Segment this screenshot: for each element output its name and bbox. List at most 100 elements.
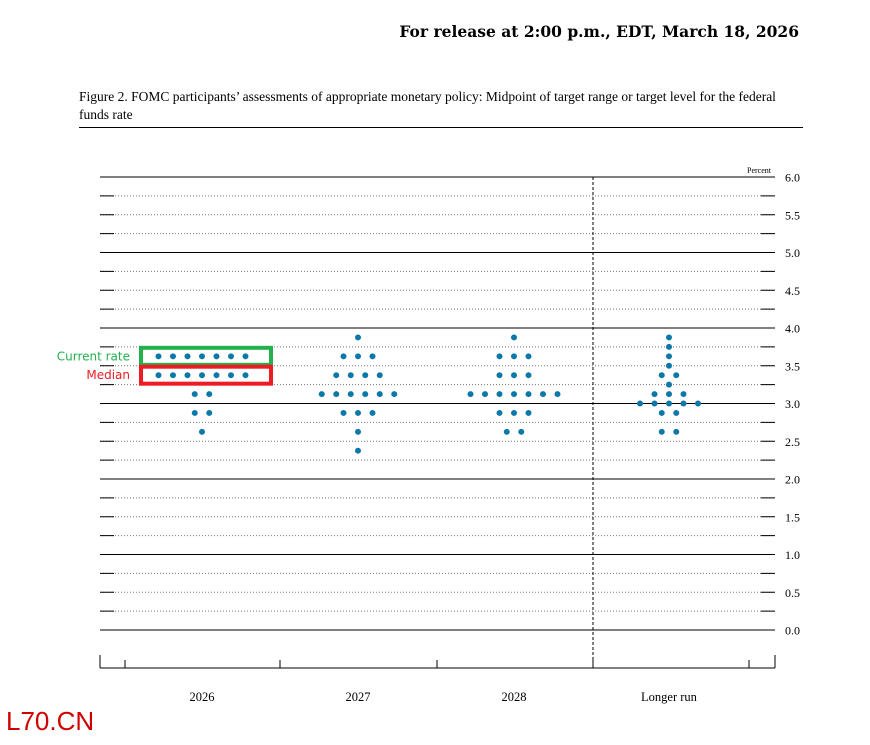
dot-2027 <box>355 334 361 341</box>
y-tick-label: 1.5 <box>785 510 800 524</box>
y-tick-label: 2.0 <box>785 473 800 487</box>
y-tick-label: 2.5 <box>785 435 800 449</box>
dot-2027 <box>391 391 398 398</box>
dot-2028 <box>540 391 546 398</box>
x-tick-label-2028: 2028 <box>502 690 527 704</box>
dot-2028 <box>525 353 532 360</box>
dot-2028 <box>511 391 517 398</box>
dot-longer-run <box>651 400 658 407</box>
dot-2028 <box>511 353 517 360</box>
dot-2028 <box>525 409 532 416</box>
x-tick-label-longer-run: Longer run <box>641 690 698 704</box>
dot-2028 <box>525 391 532 398</box>
release-date: For release at 2:00 p.m., EDT, March 18,… <box>399 22 799 41</box>
dot-2026 <box>199 353 205 360</box>
dot-2026 <box>242 372 249 379</box>
x-tick-label-2027: 2027 <box>346 690 371 704</box>
dot-2026 <box>191 409 198 416</box>
x-tick-label-2026: 2026 <box>190 690 215 704</box>
y-tick-label: 4.5 <box>785 284 800 298</box>
dot-2027 <box>369 409 376 416</box>
dot-2026 <box>155 353 162 360</box>
dot-2027 <box>340 353 347 360</box>
y-tick-label: 3.0 <box>785 397 800 411</box>
dot-2026 <box>155 372 162 379</box>
y-tick-label: 4.0 <box>785 322 800 336</box>
dot-2027 <box>376 372 383 379</box>
dot-2026 <box>191 391 198 398</box>
dot-2027 <box>355 353 361 360</box>
dot-2027 <box>347 372 354 379</box>
dot-2028 <box>518 428 525 435</box>
y-tick-label: 0.0 <box>785 624 800 638</box>
dot-longer-run <box>651 391 658 398</box>
dot-2027 <box>333 372 340 379</box>
dot-2026 <box>213 372 220 379</box>
dot-2028 <box>496 353 503 360</box>
dot-longer-run <box>666 353 672 360</box>
y-tick-label: 5.0 <box>785 246 800 260</box>
y-tick-label: 0.5 <box>785 586 800 600</box>
dot-2026 <box>242 353 249 360</box>
dot-longer-run <box>666 391 672 398</box>
dot-2026 <box>206 391 213 398</box>
dot-2028 <box>525 372 532 379</box>
dot-longer-run <box>666 381 672 388</box>
dot-longer-run <box>673 372 680 379</box>
dot-2026 <box>184 372 191 379</box>
dot-2027 <box>376 391 383 398</box>
median-box <box>139 364 273 386</box>
dot-2026 <box>213 353 220 360</box>
dot-2027 <box>355 447 361 454</box>
median-label: Median <box>86 368 130 382</box>
dot-longer-run <box>673 428 680 435</box>
dot-2028 <box>554 391 561 398</box>
dot-2027 <box>362 372 369 379</box>
dot-2028 <box>511 409 517 416</box>
dot-2027 <box>362 391 369 398</box>
dot-2028 <box>496 372 503 379</box>
dot-2027 <box>340 409 347 416</box>
y-tick-label: 6.0 <box>785 171 800 185</box>
dot-2026 <box>170 353 176 360</box>
dot-2027 <box>369 353 376 360</box>
dot-2028 <box>496 409 503 416</box>
dot-longer-run <box>680 391 687 398</box>
dot-longer-run <box>680 400 687 407</box>
dot-2027 <box>318 391 325 398</box>
dot-longer-run <box>658 428 665 435</box>
dot-2026 <box>228 353 234 360</box>
dot-longer-run <box>658 372 665 379</box>
dot-2028 <box>503 428 510 435</box>
y-axis-label: Percent <box>747 166 772 175</box>
dot-2028 <box>496 391 503 398</box>
dot-2026 <box>184 353 191 360</box>
dot-2026 <box>170 372 176 379</box>
dot-2026 <box>199 372 205 379</box>
dot-2026 <box>228 372 234 379</box>
y-tick-label: 3.5 <box>785 359 800 373</box>
dot-2028 <box>482 391 488 398</box>
dot-longer-run <box>695 400 701 407</box>
dot-2026 <box>206 409 213 416</box>
watermark: L70.CN <box>6 706 95 736</box>
dot-longer-run <box>666 334 672 341</box>
dot-longer-run <box>637 400 643 407</box>
dot-2026 <box>199 428 205 435</box>
dot-longer-run <box>666 343 672 350</box>
dot-2028 <box>467 391 474 398</box>
dot-2027 <box>333 391 340 398</box>
dot-2027 <box>355 428 361 435</box>
dot-2028 <box>511 372 517 379</box>
dot-longer-run <box>673 409 680 416</box>
figure-caption: Figure 2. FOMC participants’ assessments… <box>79 89 776 122</box>
y-tick-label: 1.0 <box>785 548 800 562</box>
y-tick-label: 5.5 <box>785 208 800 222</box>
current-rate-label: Current rate <box>57 349 130 363</box>
dot-2027 <box>347 391 354 398</box>
caption-rule <box>79 127 803 128</box>
dot-longer-run <box>666 400 672 407</box>
dot-longer-run <box>666 362 672 369</box>
dot-longer-run <box>658 409 665 416</box>
